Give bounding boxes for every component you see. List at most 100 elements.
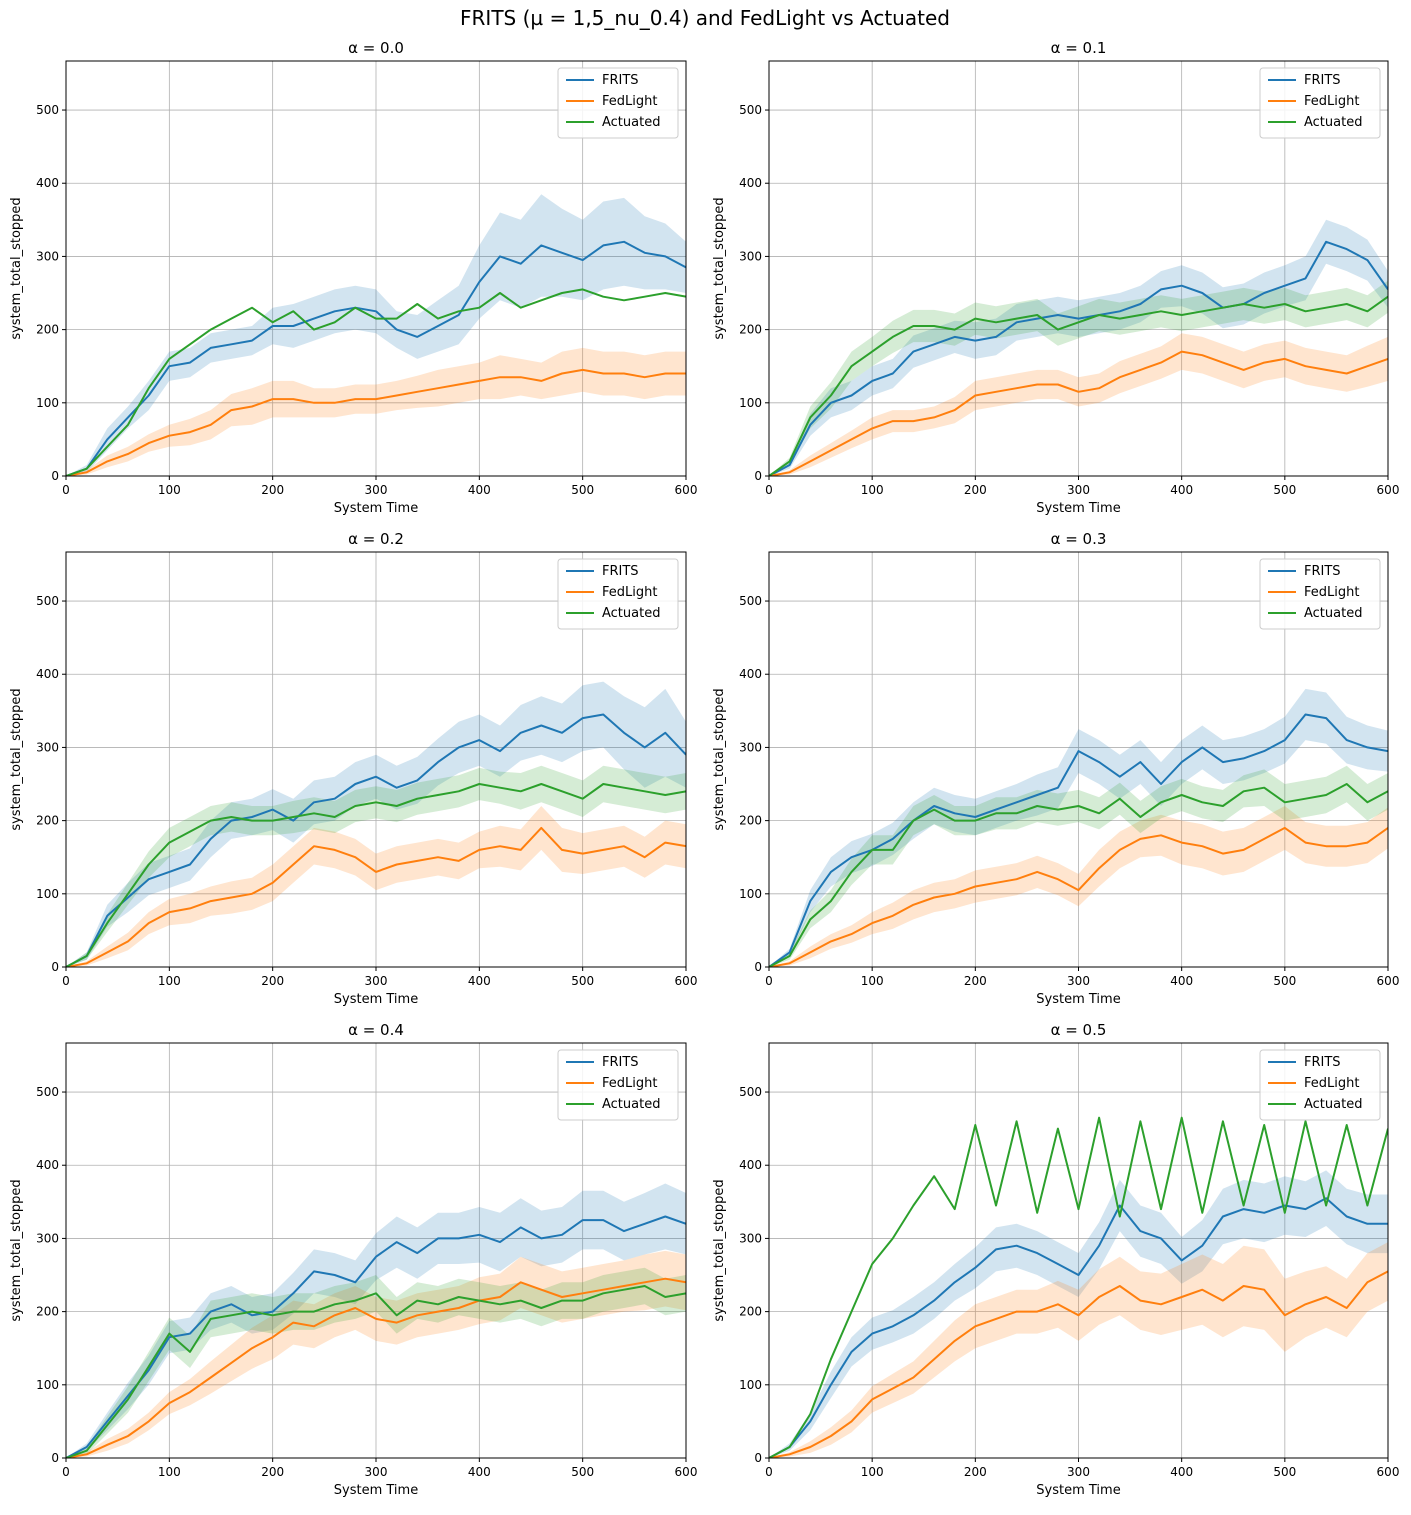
series-band-fedlight <box>66 806 686 967</box>
series-band-frits <box>66 1183 686 1458</box>
legend-box <box>557 558 679 630</box>
series-line-actuated <box>66 288 686 476</box>
x-tick-label: 0 <box>62 1465 70 1479</box>
legend: FRITS FedLight Actuated <box>557 558 679 630</box>
x-tick-label: 600 <box>1377 974 1400 988</box>
legend-label: FedLight <box>1304 585 1359 600</box>
plot-area <box>66 194 686 476</box>
legend-label: FedLight <box>602 585 657 600</box>
series-line-fedlight <box>66 368 686 476</box>
y-tick-label: 400 <box>36 667 59 681</box>
x-tick-label: 300 <box>365 1465 388 1479</box>
subplot-title: α = 0.4 <box>348 1021 404 1039</box>
y-tick-label: 0 <box>51 1451 59 1465</box>
x-tick-label: 600 <box>675 483 698 497</box>
legend-label: FedLight <box>1304 94 1359 109</box>
series-band-fedlight <box>769 333 1388 476</box>
subplot-1: 0 100 200 300 400 500 600 0 100 200 300 400 500 α = 0… <box>712 39 1399 516</box>
legend-box <box>1259 67 1381 139</box>
y-tick-label: 200 <box>739 814 762 828</box>
series-line-fedlight <box>66 1277 686 1458</box>
x-tick-label: 500 <box>1273 483 1296 497</box>
x-tick-label: 200 <box>261 974 284 988</box>
y-tick-label: 300 <box>739 1231 762 1245</box>
series-line-fedlight <box>66 826 686 967</box>
x-tick-label: 100 <box>158 1465 181 1479</box>
y-tick-label: 0 <box>754 1451 762 1465</box>
x-tick-label: 500 <box>1273 974 1296 988</box>
x-tick-label: 600 <box>675 974 698 988</box>
subplot-0: 0 100 200 300 400 500 600 0 100 200 300 400 500 α = 0… <box>9 39 697 516</box>
x-tick-label: 500 <box>571 974 594 988</box>
x-tick-label: 100 <box>861 483 884 497</box>
legend-label: Actuated <box>602 606 660 621</box>
series-line-actuated <box>66 783 686 967</box>
series-line-actuated <box>769 783 1388 967</box>
series-line-frits <box>66 240 686 476</box>
series-line-actuated <box>66 1285 686 1458</box>
legend-label: FRITS <box>1304 1055 1341 1070</box>
series-line-fedlight <box>769 1270 1388 1458</box>
x-tick-label: 0 <box>62 974 70 988</box>
legend: FRITS FedLight Actuated <box>557 67 679 139</box>
subplot-title: α = 0.3 <box>1051 530 1107 548</box>
y-tick-label: 200 <box>36 323 59 337</box>
legend-label: FRITS <box>602 73 639 88</box>
y-tick-label: 400 <box>739 1158 762 1172</box>
y-tick-label: 0 <box>51 469 59 483</box>
y-axis-label: system_total_stopped <box>9 197 24 339</box>
series-band-actuated <box>66 1267 686 1458</box>
y-tick-label: 100 <box>739 1378 762 1392</box>
y-tick-label: 500 <box>739 1085 762 1099</box>
x-tick-label: 200 <box>261 483 284 497</box>
legend: FRITS FedLight Actuated <box>1259 1049 1381 1121</box>
legend: FRITS FedLight Actuated <box>1259 67 1381 139</box>
x-tick-label: 100 <box>861 1465 884 1479</box>
series-band-frits <box>769 688 1388 967</box>
y-tick-label: 200 <box>739 1305 762 1319</box>
plot-area <box>66 681 686 967</box>
figure-title: FRITS (µ = 1,5_nu_0.4) and FedLight vs A… <box>460 6 950 30</box>
x-axis-label: System Time <box>334 1483 418 1498</box>
y-tick-label: 100 <box>739 396 762 410</box>
legend-label: FRITS <box>602 564 639 579</box>
x-tick-label: 0 <box>765 483 773 497</box>
y-tick-label: 500 <box>36 103 59 117</box>
series-band-actuated <box>769 280 1388 476</box>
x-axis-label: System Time <box>334 501 418 516</box>
x-axis-label: System Time <box>1036 501 1120 516</box>
x-tick-label: 500 <box>571 1465 594 1479</box>
series-line-fedlight <box>769 350 1388 476</box>
legend-label: FedLight <box>602 1076 657 1091</box>
x-tick-label: 200 <box>261 1465 284 1479</box>
subplot-3: 0 100 200 300 400 500 600 0 100 200 300 400 500 α = 0… <box>712 530 1399 1007</box>
x-axis-label: System Time <box>1036 1483 1120 1498</box>
subplot-4: 0 100 200 300 400 500 600 0 100 200 300 400 500 α = 0… <box>9 1021 697 1498</box>
series-band-frits <box>66 681 686 967</box>
y-tick-label: 400 <box>36 1158 59 1172</box>
y-axis-label: system_total_stopped <box>712 1179 727 1321</box>
y-axis-label: system_total_stopped <box>9 1179 24 1321</box>
x-tick-label: 600 <box>675 1465 698 1479</box>
y-tick-label: 200 <box>36 1305 59 1319</box>
legend-box <box>557 67 679 139</box>
y-tick-label: 500 <box>36 1085 59 1099</box>
subplot-title: α = 0.0 <box>348 39 404 57</box>
y-tick-label: 400 <box>739 667 762 681</box>
x-tick-label: 200 <box>964 483 987 497</box>
y-tick-label: 500 <box>739 103 762 117</box>
plot-area <box>769 1116 1388 1458</box>
legend-label: Actuated <box>1304 1097 1362 1112</box>
x-tick-label: 0 <box>765 974 773 988</box>
x-tick-label: 500 <box>571 483 594 497</box>
plot-area <box>769 688 1388 967</box>
legend-label: Actuated <box>1304 115 1362 130</box>
series-line-frits <box>769 1197 1388 1458</box>
x-tick-label: 0 <box>765 1465 773 1479</box>
legend-box <box>1259 558 1381 630</box>
legend-box <box>1259 1049 1381 1121</box>
y-tick-label: 200 <box>739 323 762 337</box>
y-tick-label: 300 <box>36 1231 59 1245</box>
x-tick-label: 0 <box>62 483 70 497</box>
